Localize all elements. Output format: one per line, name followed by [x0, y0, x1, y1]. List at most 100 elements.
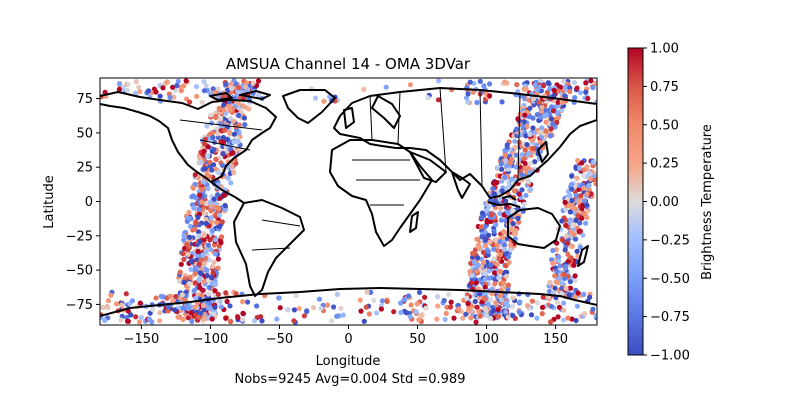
colorbar-tick-label: −0.50	[650, 272, 690, 287]
data-point	[487, 81, 493, 87]
data-point	[487, 315, 494, 322]
data-point	[486, 232, 492, 238]
data-point	[210, 134, 216, 141]
data-point	[578, 193, 584, 199]
data-point	[310, 305, 317, 311]
data-point	[536, 99, 543, 105]
data-point	[568, 255, 574, 261]
data-point	[229, 85, 235, 91]
data-point	[373, 310, 380, 316]
data-point	[153, 295, 159, 301]
data-point	[414, 301, 420, 307]
data-point	[548, 116, 555, 122]
data-point	[274, 316, 280, 322]
data-point	[204, 267, 210, 273]
data-point	[209, 228, 215, 234]
data-point	[239, 299, 246, 305]
data-point	[561, 317, 567, 323]
data-point	[562, 247, 568, 253]
data-point	[197, 192, 203, 198]
data-point	[183, 78, 189, 84]
data-point	[501, 229, 507, 235]
data-point	[551, 87, 557, 93]
data-point	[201, 141, 208, 147]
data-point	[203, 216, 209, 222]
data-point	[477, 291, 483, 297]
data-point	[562, 84, 569, 90]
data-point	[192, 280, 198, 286]
data-point	[208, 274, 214, 280]
data-point	[188, 266, 194, 272]
data-point	[561, 78, 567, 84]
data-point	[494, 242, 500, 248]
data-point	[220, 151, 226, 157]
data-point	[547, 86, 553, 92]
data-point	[193, 295, 199, 301]
data-point	[211, 196, 217, 202]
x-axis-label: Longitude	[316, 354, 381, 369]
data-point	[584, 164, 590, 170]
data-point	[213, 281, 219, 287]
data-point	[223, 81, 229, 87]
data-point	[495, 306, 501, 313]
data-point	[570, 222, 577, 228]
data-point	[545, 80, 552, 86]
data-point	[233, 291, 239, 297]
data-point	[177, 269, 183, 275]
data-point	[532, 159, 538, 165]
data-point	[593, 312, 597, 318]
data-point	[187, 99, 193, 105]
data-point	[238, 109, 244, 115]
data-point	[569, 173, 575, 179]
data-point	[153, 89, 159, 95]
data-point	[137, 300, 143, 306]
data-point	[241, 115, 247, 121]
data-point	[491, 191, 497, 197]
data-point	[220, 134, 226, 141]
data-point	[482, 242, 488, 249]
data-point	[329, 318, 335, 324]
data-point	[505, 282, 511, 288]
data-point	[197, 270, 204, 276]
data-point	[194, 257, 200, 263]
data-point	[476, 308, 482, 315]
data-point	[235, 138, 241, 145]
data-point	[467, 269, 473, 275]
data-point	[554, 110, 560, 116]
data-point	[158, 293, 164, 299]
data-point	[196, 155, 202, 161]
data-point	[465, 301, 471, 307]
data-point	[205, 242, 211, 248]
data-point	[503, 309, 509, 315]
data-point	[495, 165, 501, 171]
data-point	[416, 317, 422, 323]
colorbar-tick-label: 0.50	[650, 118, 679, 133]
data-point	[296, 305, 302, 312]
data-point	[231, 139, 237, 145]
data-point	[496, 314, 502, 320]
data-point	[585, 95, 591, 102]
data-point	[259, 318, 265, 324]
data-point	[547, 133, 554, 139]
data-point	[201, 148, 207, 154]
data-point	[520, 124, 526, 130]
data-point	[504, 142, 510, 148]
data-point	[565, 315, 571, 321]
x-tick-label: −50	[266, 332, 293, 347]
data-point	[486, 275, 492, 281]
data-point	[378, 306, 384, 312]
data-point	[512, 144, 519, 150]
data-point	[569, 316, 575, 322]
y-tick-label: −75	[66, 298, 93, 313]
y-tick-label: 25	[76, 161, 93, 176]
data-point	[233, 81, 239, 87]
data-point	[537, 78, 544, 84]
data-point	[240, 103, 246, 109]
data-point	[475, 255, 481, 261]
data-point	[198, 159, 204, 165]
data-point	[493, 222, 499, 228]
data-point	[246, 106, 252, 112]
data-point	[565, 251, 571, 257]
data-point	[579, 215, 585, 221]
data-point	[230, 150, 236, 156]
